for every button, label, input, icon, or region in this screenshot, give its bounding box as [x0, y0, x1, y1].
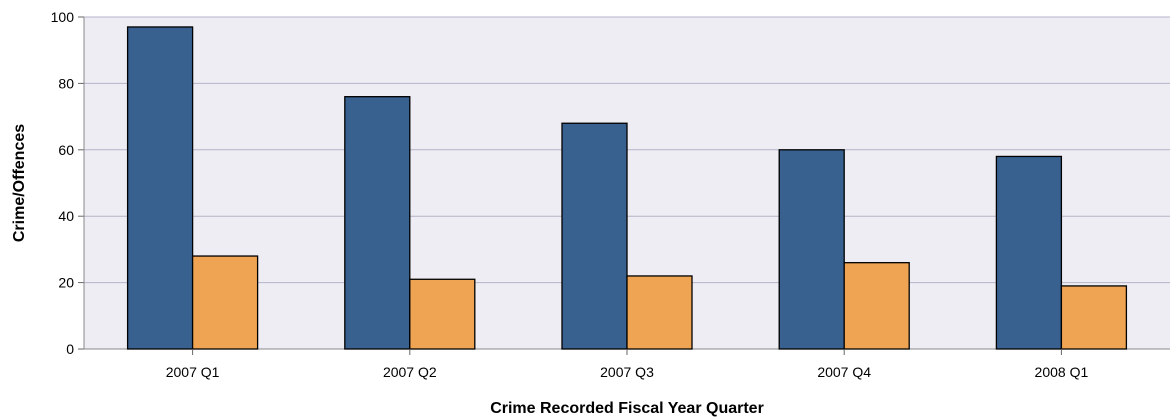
- bar: [561, 122, 628, 350]
- bar: [843, 262, 910, 350]
- bar: [778, 149, 845, 350]
- bar: [626, 275, 693, 350]
- y-tick-label: 100: [51, 9, 75, 25]
- x-tick-label: 2007 Q1: [166, 364, 220, 380]
- x-tick-label: 2007 Q2: [383, 364, 437, 380]
- x-axis-title: Crime Recorded Fiscal Year Quarter: [490, 400, 764, 417]
- bar: [126, 26, 194, 350]
- bars: [126, 26, 1128, 350]
- bar: [344, 96, 411, 350]
- bar: [409, 278, 476, 350]
- y-tick-label: 0: [66, 341, 74, 357]
- y-axis-title: Crime/Offences: [11, 124, 28, 242]
- x-tick-label: 2007 Q4: [817, 364, 871, 380]
- x-axis-ticks: 2007 Q1 2007 Q2 2007 Q3 2007 Q4 2008 Q1: [166, 349, 1089, 380]
- bar: [995, 155, 1063, 350]
- x-tick-label: 2008 Q1: [1035, 364, 1089, 380]
- x-tick-label: 2007 Q3: [600, 364, 654, 380]
- y-tick-label: 80: [58, 75, 74, 91]
- y-tick-label: 40: [58, 208, 74, 224]
- y-tick-label: 20: [58, 275, 74, 291]
- bar: [1060, 285, 1128, 350]
- y-tick-label: 60: [58, 142, 74, 158]
- bar: [191, 255, 259, 350]
